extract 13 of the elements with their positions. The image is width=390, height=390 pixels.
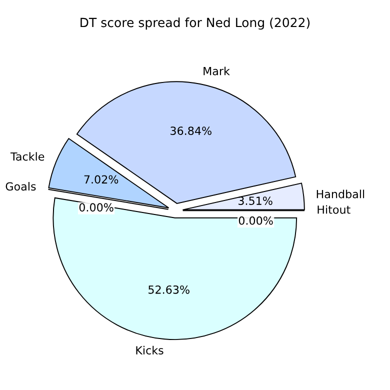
category-label: Goals: [6, 182, 36, 191]
data-label: 3.51%: [238, 196, 272, 205]
slice-label: Tackle: [10, 152, 44, 161]
data-label: 7.02%: [84, 175, 118, 184]
slice-label: Mark: [204, 66, 230, 76]
chart-title: DT score spread for Ned Long (2022): [80, 18, 310, 30]
data-label: 36.84%: [170, 126, 212, 136]
slice-label: Kicks: [136, 346, 164, 354]
category-label: Hitout: [318, 205, 350, 214]
data-label: 52.63%: [148, 285, 190, 294]
text: 0.00%: [238, 216, 273, 225]
text: 0.00%: [79, 203, 114, 212]
slice-label: Handball: [316, 190, 364, 198]
